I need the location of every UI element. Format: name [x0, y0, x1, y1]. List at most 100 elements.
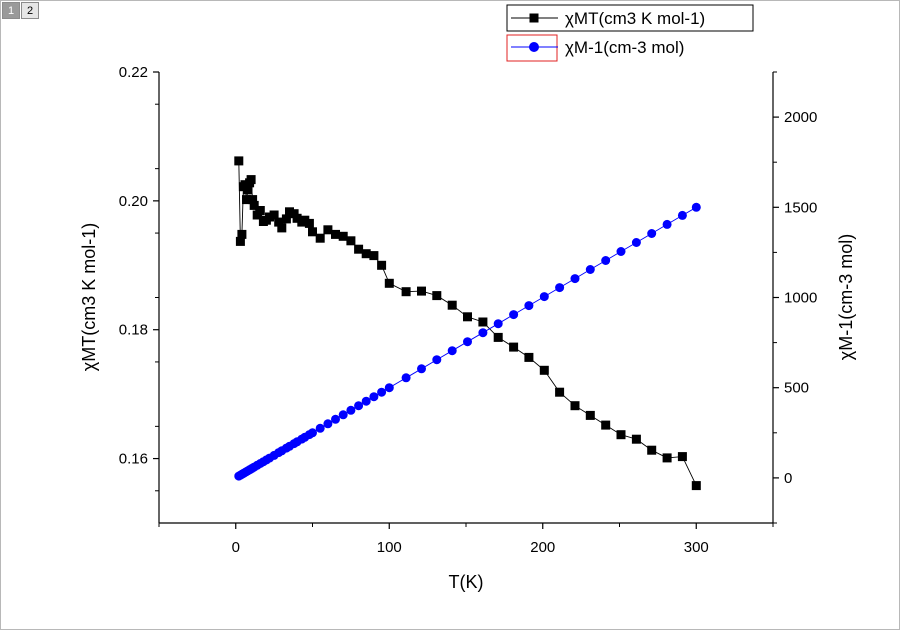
chim-inverse-point — [369, 392, 379, 402]
chim-inverse-point — [539, 292, 549, 302]
chimt-point — [255, 206, 265, 215]
chim-inverse-point — [447, 346, 457, 356]
chimt-point — [417, 286, 426, 296]
chim-inverse-point — [401, 373, 411, 383]
chimt-point — [524, 352, 534, 362]
legend[interactable]: χMT(cm3 K mol-1) χM-1(cm-3 mol) — [506, 4, 754, 62]
chim-inverse-point — [463, 337, 472, 347]
chimt-point — [246, 175, 256, 185]
x-tick-label: 100 — [377, 539, 402, 556]
chimt-point — [585, 410, 595, 420]
chimt-point — [289, 209, 299, 219]
chim-inverse-point — [585, 265, 595, 274]
x-tick-label: 300 — [684, 539, 709, 556]
chimt-point — [691, 481, 701, 491]
chimt-point — [346, 236, 356, 246]
chimt-point — [361, 249, 371, 259]
chimt-point — [601, 420, 611, 430]
chim-inverse-point — [361, 396, 371, 406]
y-tick-label: 0.22 — [119, 64, 148, 81]
chimt-point — [384, 278, 394, 288]
chim-inverse-point — [631, 238, 641, 247]
chimt-point — [308, 227, 317, 237]
page-tab-2[interactable]: 2 — [21, 2, 39, 19]
chimt-point — [269, 210, 279, 220]
chimt-point — [616, 430, 626, 440]
chimt-point — [570, 401, 580, 411]
chimt-point — [401, 287, 411, 297]
chim-inverse-point — [555, 283, 565, 293]
x-tick-label: 200 — [530, 539, 555, 556]
chimt-point — [242, 195, 251, 205]
legend-marker-square — [529, 13, 539, 23]
chimt-point — [300, 215, 310, 225]
chim-inverse-point — [647, 229, 657, 238]
ticks: 0 100 200 300 0.16 0.18 0.20 0.22 0 500 1000 1500 20… — [119, 64, 818, 556]
chim-inverse-point — [384, 383, 394, 393]
chimt-point — [662, 453, 672, 463]
chimt-point — [555, 387, 565, 397]
y-axis-title: χMT(cm3 K mol-1) — [79, 223, 99, 371]
y-tick-label: 0.18 — [119, 322, 148, 339]
chim-inverse-point — [691, 202, 701, 212]
y2-tick-label: 0 — [784, 470, 792, 487]
legend-label-2: χM-1(cm-3 mol) — [565, 38, 684, 57]
chimt-point — [647, 445, 657, 455]
chimt-point — [331, 229, 340, 239]
chimt-point — [677, 452, 687, 462]
x-tick-label: 0 — [232, 539, 240, 556]
chim-inverse-point — [338, 410, 348, 420]
chim-inverse-point — [346, 405, 356, 415]
chimt-point — [277, 223, 287, 233]
chimt-point — [478, 317, 488, 327]
chimt-point — [237, 229, 247, 239]
chimt-point — [323, 225, 333, 235]
chimt-point — [631, 434, 641, 444]
y2-tick-label: 500 — [784, 380, 809, 397]
chimt-point — [234, 156, 244, 166]
chimt-point — [354, 244, 364, 254]
chimt-point — [304, 218, 314, 228]
chim-inverse-point — [509, 310, 519, 320]
chim-inverse-point — [662, 219, 672, 229]
chimt-point — [274, 217, 284, 227]
chimt-point — [377, 260, 387, 270]
page-tabs: 1 2 — [2, 2, 40, 19]
chimt-point — [249, 200, 259, 210]
chim-inverse-point — [478, 328, 488, 338]
chim-inverse-point — [377, 387, 387, 397]
legend-label-1: χMT(cm3 K mol-1) — [565, 9, 705, 28]
chimt-point — [338, 231, 348, 241]
chimt-point — [235, 236, 245, 246]
chimt-point — [509, 342, 519, 352]
chim-inverse-point — [616, 247, 626, 256]
chim-inverse-point — [570, 274, 580, 284]
chimt-point — [463, 312, 472, 322]
chim-inverse-point — [315, 423, 325, 433]
chim-inverse-point — [417, 364, 426, 374]
chimt-point — [447, 300, 457, 310]
chimt-point — [539, 365, 549, 375]
series-points — [234, 156, 701, 491]
y2-tick-label: 2000 — [784, 109, 817, 126]
y2-tick-label: 1000 — [784, 290, 817, 307]
chim-inverse-point — [308, 428, 317, 438]
chimt-point — [281, 214, 291, 224]
chimt-point — [243, 185, 253, 195]
chimt-point — [432, 291, 442, 301]
chimt-point — [292, 213, 302, 223]
chimt-point — [240, 180, 250, 190]
chim-inverse-point — [323, 419, 333, 429]
chim-inverse-point — [354, 401, 364, 411]
y-tick-label: 0.20 — [119, 193, 148, 210]
chim-inverse-point — [331, 414, 340, 424]
chim-inverse-point — [432, 355, 442, 365]
chimt-point — [315, 233, 325, 243]
y-tick-label: 0.16 — [119, 451, 148, 468]
chimt-point — [493, 332, 503, 342]
page-tab-1[interactable]: 1 — [2, 2, 20, 19]
legend-marker-circle — [529, 42, 539, 52]
chim-inverse-point — [493, 319, 503, 329]
chimt-point — [265, 212, 274, 222]
